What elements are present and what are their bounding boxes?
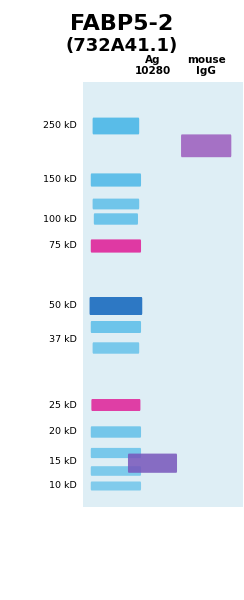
Text: 37 kD: 37 kD	[49, 335, 77, 343]
Text: FABP5-2: FABP5-2	[70, 14, 174, 34]
Text: mouse
IgG: mouse IgG	[187, 55, 225, 76]
FancyBboxPatch shape	[181, 134, 231, 157]
FancyBboxPatch shape	[91, 481, 141, 491]
Text: 10 kD: 10 kD	[49, 481, 77, 491]
FancyBboxPatch shape	[91, 321, 141, 333]
Text: Ag
10280: Ag 10280	[134, 55, 171, 76]
Text: 75 kD: 75 kD	[49, 241, 77, 251]
FancyBboxPatch shape	[92, 199, 139, 209]
FancyBboxPatch shape	[92, 118, 139, 134]
Text: 20 kD: 20 kD	[49, 427, 77, 436]
FancyBboxPatch shape	[91, 173, 141, 187]
FancyBboxPatch shape	[94, 213, 138, 224]
Text: 15 kD: 15 kD	[49, 457, 77, 467]
FancyBboxPatch shape	[90, 297, 142, 315]
Text: 100 kD: 100 kD	[43, 214, 77, 223]
Text: 25 kD: 25 kD	[49, 401, 77, 409]
FancyBboxPatch shape	[128, 454, 177, 473]
FancyBboxPatch shape	[91, 448, 141, 458]
FancyBboxPatch shape	[91, 239, 141, 253]
FancyBboxPatch shape	[91, 466, 141, 476]
FancyBboxPatch shape	[91, 399, 140, 411]
Bar	[83, 82, 243, 507]
Text: 150 kD: 150 kD	[43, 175, 77, 185]
Text: 50 kD: 50 kD	[49, 301, 77, 311]
Text: (732A41.1): (732A41.1)	[66, 37, 178, 55]
FancyBboxPatch shape	[91, 426, 141, 438]
Text: 250 kD: 250 kD	[43, 121, 77, 130]
FancyBboxPatch shape	[92, 342, 139, 354]
